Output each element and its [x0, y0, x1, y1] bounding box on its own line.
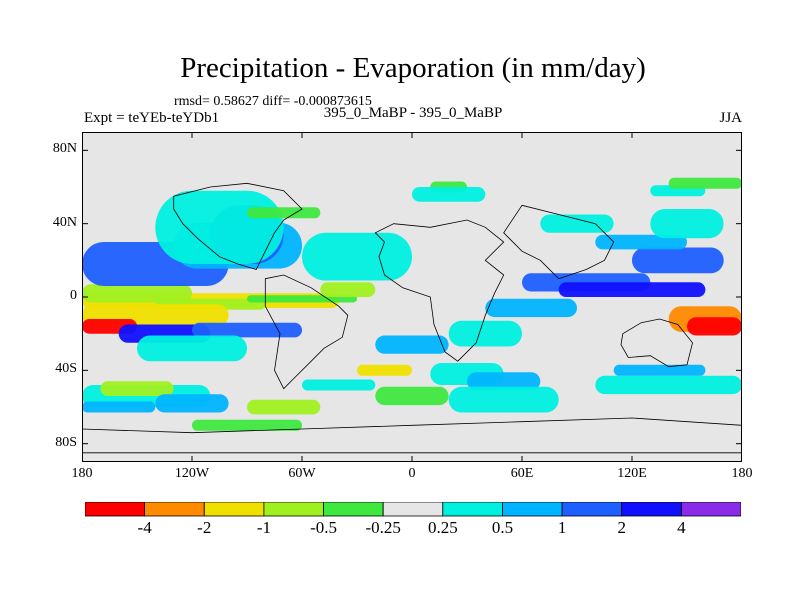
anomaly-patch: [302, 379, 376, 391]
x-tick-label: 60E: [510, 466, 534, 481]
anomaly-patch: [467, 372, 541, 391]
continent-outline: [374, 219, 505, 362]
anomaly-patch: [613, 364, 706, 376]
map-plot: [82, 132, 742, 462]
anomaly-patch: [82, 284, 192, 303]
anomaly-patch: [412, 187, 486, 202]
anomaly-patch: [595, 234, 687, 250]
y-tick-label: 40S: [55, 361, 77, 377]
x-tick-label: 120W: [174, 466, 210, 481]
anomaly-patch: [375, 335, 449, 354]
colorbar-label: 2: [617, 518, 626, 537]
anomaly-patch: [448, 320, 522, 347]
colorbar-box: [382, 502, 444, 517]
anomaly-patch: [375, 386, 449, 406]
colorbar: [85, 502, 741, 517]
anomaly-patch: [448, 386, 559, 413]
anomaly-patch: [595, 375, 742, 395]
colorbar-label: 0.5: [491, 518, 514, 537]
colorbar-label: -0.5: [310, 518, 337, 537]
continent-outline: [82, 417, 742, 454]
colorbar-box: [85, 502, 145, 517]
x-tick-label: 180: [731, 466, 753, 481]
colorbar-box: [681, 502, 741, 517]
anomaly-patch: [155, 394, 229, 413]
colorbar-box: [442, 502, 503, 517]
plot-title: Precipitation - Evaporation (in mm/day): [180, 52, 646, 84]
season-label: JJA: [719, 110, 742, 126]
anomaly-patch: [247, 295, 357, 303]
colorbar-box: [621, 502, 682, 517]
colorbar-box: [323, 502, 384, 517]
stats-text: rmsd= 0.58627 diff= -0.000873615: [174, 94, 372, 109]
colorbar-label: 4: [677, 518, 686, 537]
anomaly-patch: [320, 282, 376, 297]
colorbar-box: [502, 502, 563, 517]
colorbar-label: -2: [197, 518, 212, 537]
anomaly-patch: [82, 401, 156, 413]
continent-outline: [173, 182, 303, 270]
x-tick-label: 180: [71, 466, 93, 481]
anomaly-patch: [485, 298, 577, 318]
y-tick-label: 40N: [52, 214, 77, 230]
colorbar-label: 0.25: [427, 518, 458, 537]
anomaly-patch: [247, 207, 321, 219]
anomaly-patch: [100, 381, 174, 396]
continent-outline: [264, 274, 349, 390]
colorbar-box: [144, 502, 205, 517]
continent-outline: [620, 318, 693, 368]
anomaly-patch: [192, 419, 302, 431]
subtitle: 395_0_MaBP - 395_0_MaBP: [323, 105, 503, 121]
anomaly-patch: [357, 364, 412, 376]
colorbar-label: -0.25: [365, 518, 401, 537]
anomaly-patch: [540, 214, 614, 233]
anomaly-patch: [247, 399, 321, 415]
colorbar-label: 1: [557, 518, 567, 537]
anomaly-patch: [558, 282, 706, 297]
colorbar-box: [263, 502, 324, 517]
y-tick-label: 80S: [55, 434, 77, 450]
anomaly-patch: [137, 335, 247, 362]
continent-outline: [503, 204, 615, 280]
anomaly-patch: [650, 209, 724, 239]
colorbar-box: [203, 502, 265, 517]
colorbar-label: -1: [256, 518, 271, 537]
anomaly-patch: [302, 232, 412, 281]
anomaly-patch: [668, 177, 742, 189]
colorbar-label: -4: [137, 518, 152, 537]
y-tick-label: 80N: [52, 141, 77, 157]
experiment-label: Expt = teYEb-teYDb1: [84, 110, 220, 126]
y-tick-label: 0: [70, 288, 77, 303]
anomaly-patch: [687, 317, 742, 336]
x-tick-label: 120E: [617, 466, 647, 481]
x-tick-label: 0: [408, 466, 416, 481]
x-tick-label: 60W: [288, 466, 316, 481]
anomaly-patch: [192, 322, 302, 338]
colorbar-box: [561, 502, 623, 517]
anomaly-patch: [632, 247, 724, 274]
